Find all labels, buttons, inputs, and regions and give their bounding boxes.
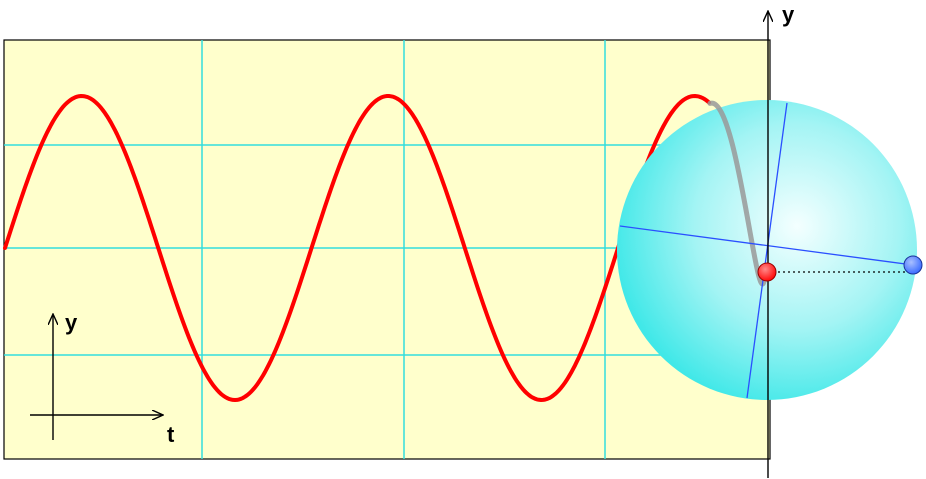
rotation-line-vertical xyxy=(746,102,788,399)
inset-t-axis-label: t xyxy=(167,422,175,447)
blue-point xyxy=(903,255,923,275)
wave-trail xyxy=(707,100,768,287)
red-point xyxy=(757,262,777,282)
rotation-lines xyxy=(619,102,914,399)
sine-wave xyxy=(3,94,711,402)
rotation-line-horizontal xyxy=(619,225,914,266)
main-y-axis-label: y xyxy=(782,2,795,27)
inset-axes: y t xyxy=(30,310,175,447)
inset-y-axis-label: y xyxy=(65,310,78,335)
